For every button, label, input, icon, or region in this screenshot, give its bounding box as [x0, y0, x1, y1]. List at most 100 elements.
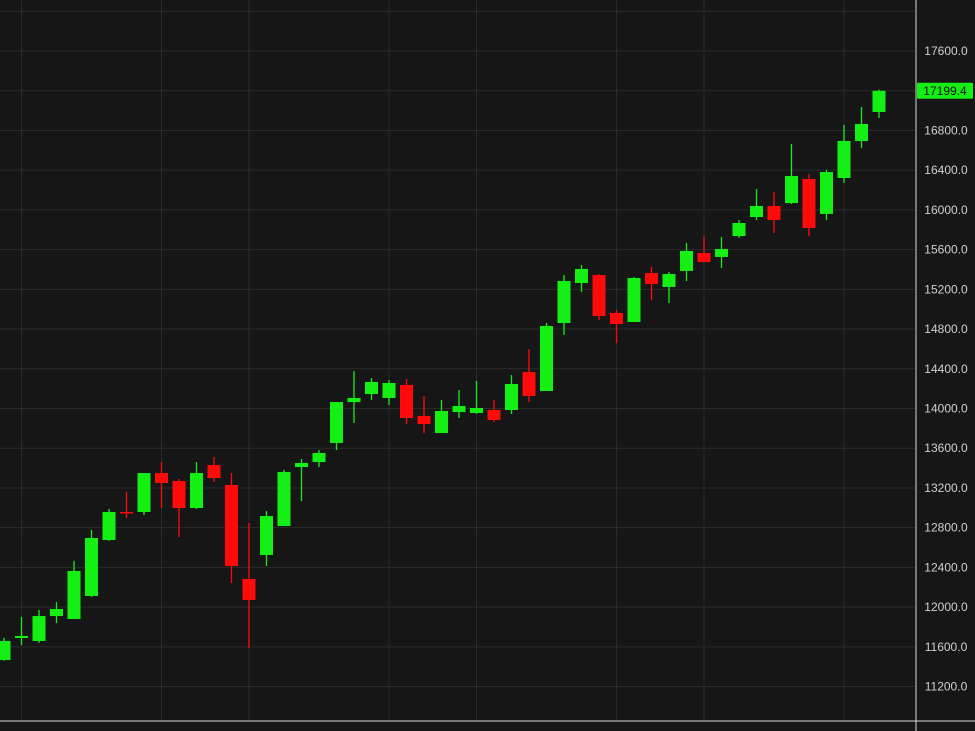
- candle-body: [295, 463, 308, 467]
- candle: [207, 457, 221, 482]
- y-tick-label: 15200.0: [924, 282, 968, 296]
- candle-body: [750, 206, 763, 218]
- candle-body: [120, 511, 133, 514]
- y-tick-label: 16800.0: [924, 123, 968, 137]
- y-tick-label: 12000.0: [924, 600, 968, 614]
- candle-body: [15, 636, 28, 638]
- candle: [837, 124, 851, 183]
- candle: [172, 479, 186, 537]
- candle-body: [225, 484, 238, 566]
- candle: [85, 529, 98, 597]
- candle-body: [242, 579, 256, 600]
- candle-body: [50, 608, 63, 617]
- candle-body: [190, 473, 203, 509]
- candle-body: [785, 176, 798, 204]
- candle: [32, 609, 46, 643]
- candle: [67, 561, 81, 620]
- candle-body: [330, 402, 343, 443]
- candle: [15, 617, 28, 646]
- candle: [855, 107, 868, 149]
- candle-body: [277, 471, 291, 526]
- candle: [0, 637, 11, 661]
- candle: [785, 144, 798, 205]
- y-tick-label: 15600.0: [924, 243, 968, 257]
- y-tick-label: 11600.0: [925, 640, 968, 654]
- candle: [155, 462, 168, 509]
- candle-body: [540, 325, 553, 392]
- candle-body: [575, 268, 588, 283]
- candle: [715, 236, 728, 268]
- candle-body: [732, 222, 746, 237]
- candle-body: [260, 516, 273, 555]
- candle: [732, 220, 746, 238]
- y-tick-label: 16000.0: [924, 203, 968, 217]
- candle: [225, 473, 238, 583]
- candle-body: [505, 383, 518, 410]
- y-tick-label: 12400.0: [924, 560, 968, 574]
- candle: [575, 265, 588, 293]
- candle: [277, 469, 291, 526]
- candle: [400, 379, 413, 424]
- candle: [767, 192, 781, 234]
- candle: [102, 508, 116, 541]
- candle: [347, 370, 361, 423]
- candle: [330, 402, 343, 451]
- candle-body: [0, 640, 11, 661]
- candle: [382, 379, 396, 406]
- candle: [452, 390, 466, 419]
- y-tick-label: 13200.0: [924, 481, 968, 495]
- y-tick-label: 12800.0: [924, 521, 968, 535]
- candle-body: [522, 372, 536, 396]
- y-tick-label: 11200.0: [925, 680, 968, 694]
- candle-body: [382, 382, 396, 398]
- candle: [417, 395, 431, 434]
- candle-body: [67, 570, 81, 620]
- candle: [260, 510, 273, 566]
- candle-body: [837, 140, 851, 179]
- candle-body: [417, 415, 431, 424]
- candle-body: [365, 381, 378, 394]
- candle-body: [627, 278, 641, 323]
- candle: [802, 174, 816, 237]
- candle-body: [610, 312, 623, 324]
- candle-body: [347, 397, 361, 403]
- candle: [505, 375, 518, 414]
- candle-body: [592, 275, 606, 317]
- candle-body: [872, 90, 886, 112]
- candle: [540, 322, 553, 392]
- candle: [190, 462, 203, 509]
- y-tick-label: 14400.0: [924, 362, 968, 376]
- candle-body: [802, 179, 816, 228]
- candle: [872, 89, 886, 119]
- candle-body: [312, 452, 326, 463]
- candle: [627, 277, 641, 323]
- candle-body: [820, 172, 833, 214]
- candle-body: [487, 409, 501, 421]
- candle-body: [400, 384, 413, 419]
- candle: [820, 169, 833, 221]
- candle: [645, 266, 658, 300]
- candle: [487, 399, 501, 423]
- candle-body: [85, 537, 98, 596]
- grid-lines: [0, 0, 916, 721]
- candle-body: [102, 511, 116, 540]
- candle-body: [767, 206, 781, 221]
- candle: [470, 380, 483, 414]
- candle-body: [697, 252, 711, 263]
- candle: [697, 236, 711, 263]
- candle: [592, 274, 606, 321]
- y-tick-label: 13600.0: [924, 441, 968, 455]
- candle: [312, 450, 326, 467]
- candle-body: [137, 473, 151, 512]
- candle: [295, 459, 308, 502]
- candles: [0, 89, 886, 661]
- candle-body: [172, 480, 186, 509]
- last-price-label: 17199.4: [923, 84, 967, 98]
- candle-body: [557, 280, 571, 323]
- candle-body: [855, 123, 868, 141]
- candle-body: [680, 251, 693, 271]
- candle: [50, 602, 63, 623]
- candle: [120, 492, 133, 519]
